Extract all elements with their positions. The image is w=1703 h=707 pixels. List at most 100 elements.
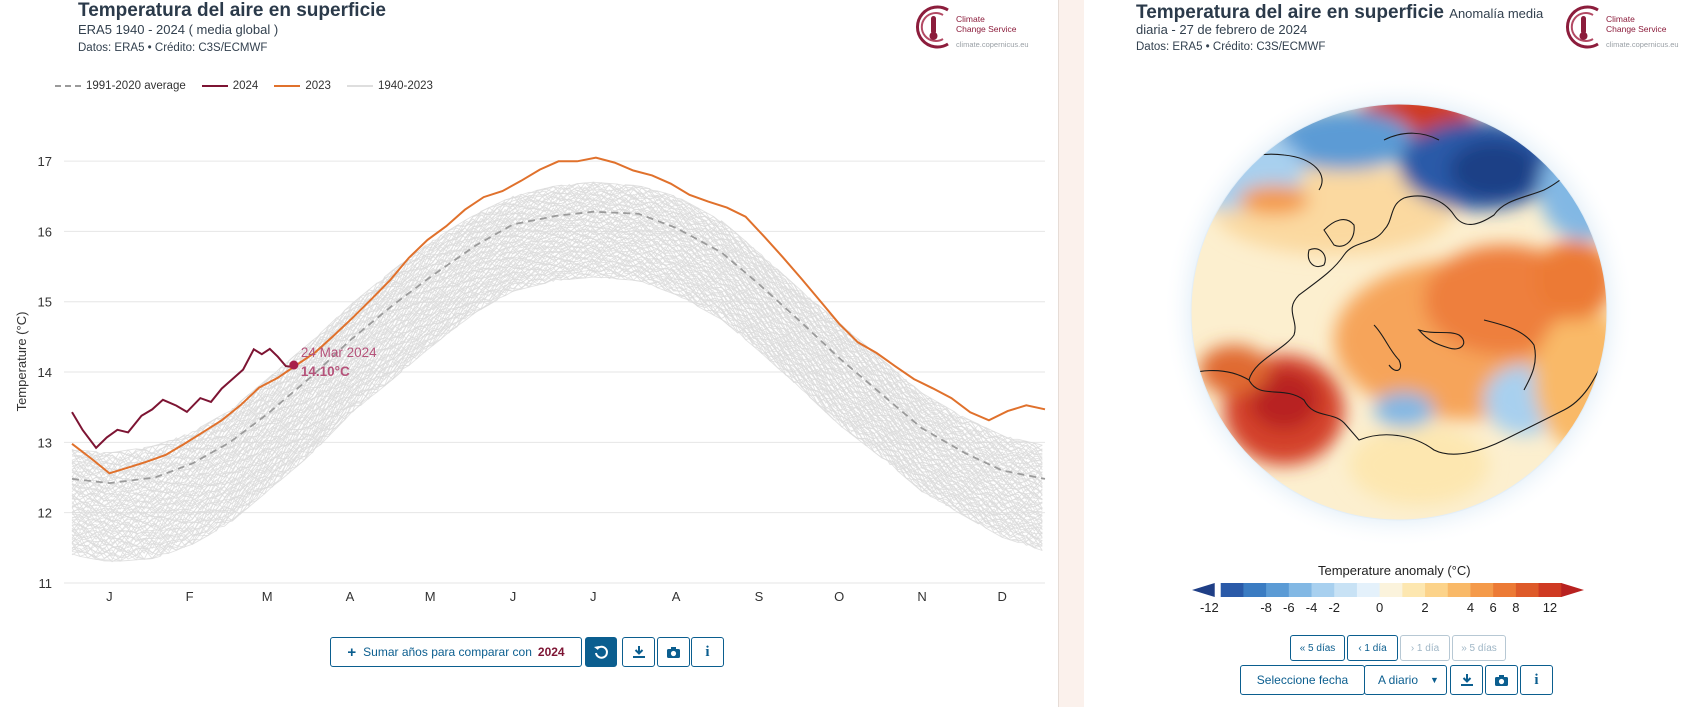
line-2024-icon	[201, 85, 228, 87]
colorbar-swatch	[1266, 583, 1290, 597]
thermometer-logo-icon	[1566, 5, 1599, 49]
historical-line	[71, 181, 1043, 463]
x-tick-label: A	[346, 589, 355, 604]
map-title: Temperatura del aire en superficie Anoma…	[1136, 2, 1544, 23]
colorbar-swatch	[1425, 583, 1449, 597]
x-tick-label: M	[425, 589, 436, 604]
legend-item-average[interactable]: 1991-2020 average	[55, 80, 186, 92]
forward-5-days-button[interactable]: » 5 días	[1452, 635, 1506, 661]
line-2023-icon	[274, 85, 301, 87]
x-tick-label: D	[998, 589, 1007, 604]
select-date-button[interactable]: Seleccione fecha	[1240, 665, 1365, 695]
x-tick-label: N	[917, 589, 926, 604]
historical-line	[71, 218, 1043, 509]
info-icon: i	[1534, 671, 1539, 688]
left-chart-panel: Temperatura del aire en superficie ERA5 …	[0, 0, 1058, 667]
series-line-1991-2020-average	[71, 210, 1046, 485]
dashed-line-icon	[55, 85, 81, 87]
historical-line	[71, 238, 1043, 533]
y-tick-label: 11	[39, 576, 53, 591]
historical-line	[71, 216, 1043, 507]
copernicus-logo[interactable]: Climate Change Service climate.copernicus…	[912, 2, 1042, 52]
historical-line	[71, 182, 1043, 465]
x-tick-label: O	[834, 589, 844, 604]
tooltip-marker	[289, 360, 299, 370]
historical-line	[71, 242, 1043, 535]
logo-url: climate.copernicus.eu	[1606, 40, 1679, 49]
colorbar-swatch	[1447, 583, 1471, 597]
plus-icon: +	[347, 643, 357, 661]
map-subtitle: diaria - 27 de febrero de 2024	[1136, 22, 1308, 37]
chart-title: Temperatura del aire en superficie	[78, 0, 386, 21]
colorbar-tick-label: 0	[1376, 600, 1384, 615]
info-button[interactable]: i	[691, 637, 724, 667]
historical-line	[71, 211, 1043, 501]
info-icon: i	[705, 643, 710, 660]
colorbar-swatch	[1470, 583, 1494, 597]
historical-line	[71, 182, 1043, 465]
back-1-day-button[interactable]: ‹ 1 día	[1347, 635, 1398, 661]
screenshot-button[interactable]	[657, 637, 690, 667]
x-tick-label: S	[755, 589, 764, 604]
map-info-button[interactable]: i	[1520, 665, 1553, 695]
anomaly-globe-map[interactable]	[1084, 80, 1703, 550]
map-download-button[interactable]	[1450, 665, 1483, 695]
historical-line	[71, 234, 1043, 526]
back-5-days-button[interactable]: « 5 días	[1290, 635, 1345, 661]
map-credit: Datos: ERA5 • Crédito: C3S/ECMWF	[1136, 41, 1326, 53]
y-tick-label: 15	[38, 295, 52, 310]
temperature-chart[interactable]: 11 12 13 14 15 16 17 Temperature (°C) J F M A M J J A S O…	[0, 0, 1058, 620]
series-line-2024	[71, 347, 295, 450]
colorbar-tick-label: -12	[1199, 600, 1219, 615]
y-tick-label: 12	[38, 506, 52, 521]
historical-line	[71, 200, 1043, 489]
historical-line	[71, 216, 1043, 511]
colorbar-tick-label: 12	[1542, 600, 1558, 615]
x-tick-label: M	[262, 589, 273, 604]
colorbar-swatch	[1493, 583, 1517, 597]
tooltip-value: 14.10°C	[301, 364, 350, 379]
historical-line	[71, 194, 1043, 486]
legend-item-2023[interactable]: 2023	[274, 80, 331, 92]
x-tick-label: J	[590, 589, 597, 604]
copernicus-logo[interactable]: Climate Change Service climate.copernicus…	[1562, 2, 1692, 52]
colorbar-swatch	[1538, 583, 1562, 597]
historical-line	[71, 205, 1043, 494]
y-tick-label: 17	[38, 154, 52, 169]
colorbar-tick-label: 4	[1466, 600, 1475, 615]
colorbar-tick-label: -8	[1260, 600, 1272, 615]
colorbar-tick-label: -6	[1283, 600, 1295, 615]
colorbar-swatch	[1402, 583, 1426, 597]
colorbar-swatch	[1311, 583, 1335, 597]
map-screenshot-button[interactable]	[1485, 665, 1518, 695]
colorbar-swatch	[1243, 583, 1267, 597]
colorbar-swatch	[1220, 583, 1244, 597]
chart-legend: 1991-2020 average 2024 2023 1940-2023	[55, 80, 449, 92]
forward-1-day-button[interactable]: › 1 día	[1400, 635, 1450, 661]
colorbar-swatch	[1192, 583, 1215, 597]
tooltip-date: 24 Mar 2024	[301, 345, 377, 360]
frequency-dropdown[interactable]: A diario ▼	[1364, 665, 1447, 695]
colorbar-tick-label: -2	[1328, 600, 1341, 615]
historical-line	[71, 240, 1043, 540]
y-tick-label: 14	[38, 365, 52, 380]
panel-divider	[1058, 0, 1084, 707]
x-tick-label: J	[106, 589, 113, 604]
y-axis-label: Temperature (°C)	[14, 312, 29, 412]
x-tick-label: A	[672, 589, 681, 604]
legend-item-2024[interactable]: 2024	[201, 80, 258, 92]
historical-line	[71, 251, 1043, 549]
colorbar-swatch	[1334, 583, 1358, 597]
colorbar-swatch	[1379, 583, 1403, 597]
download-button[interactable]	[622, 637, 655, 667]
camera-icon	[667, 646, 680, 658]
reset-button[interactable]	[585, 637, 617, 667]
y-tick-label: 16	[38, 224, 52, 239]
globe-surface	[1191, 104, 1607, 520]
camera-icon	[1495, 674, 1508, 686]
compare-years-button[interactable]: + Sumar años para comparar con 2024	[330, 637, 582, 667]
colorbar-tick-label: 6	[1489, 600, 1497, 615]
legend-item-historical[interactable]: 1940-2023	[346, 80, 433, 92]
historical-line	[71, 200, 1043, 489]
right-map-panel: Temperatura del aire en superficie Anoma…	[1084, 0, 1703, 707]
